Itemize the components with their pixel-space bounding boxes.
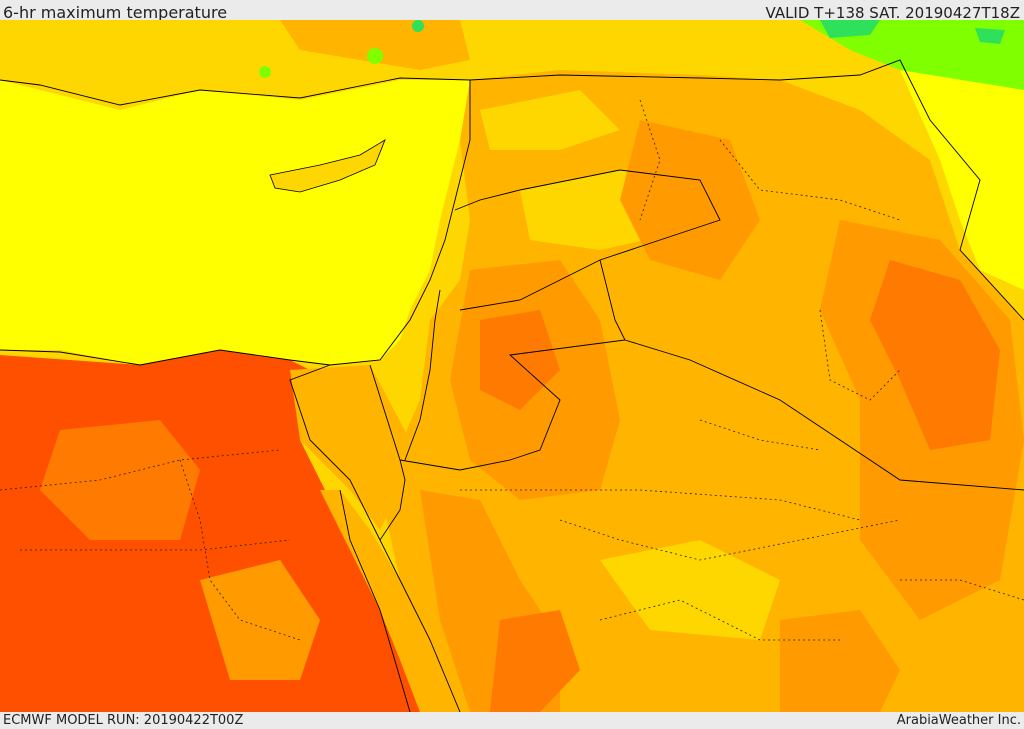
header-bar: 6-hr maximum temperature VALID T+138 SAT… — [0, 0, 1024, 22]
credit-label: ArabiaWeather Inc. — [896, 713, 1021, 728]
sinai-region — [290, 365, 410, 530]
map-title: 6-hr maximum temperature — [3, 3, 228, 22]
footer-bar: ECMWF MODEL RUN: 20190422T00Z ArabiaWeat… — [0, 712, 1024, 729]
green-spot — [412, 20, 424, 32]
province-boundaries — [0, 99, 1024, 641]
yellow-zone — [900, 70, 1024, 290]
orange-region — [620, 120, 760, 280]
valid-time: VALID T+138 SAT. 20190427T18Z — [765, 4, 1020, 22]
green-spot — [259, 66, 271, 78]
country-borders — [0, 59, 1024, 712]
orange-patch — [40, 420, 200, 540]
cyprus-island — [269, 139, 386, 193]
dark-orange-patch — [480, 310, 560, 410]
red-sea — [320, 490, 460, 712]
map-canvas — [0, 20, 1024, 712]
orange-region — [780, 610, 900, 712]
bright-green-patch — [975, 28, 1005, 44]
model-run-label: ECMWF MODEL RUN: 20190422T00Z — [3, 713, 244, 728]
green-spot — [367, 48, 383, 64]
turkey-band — [280, 20, 470, 70]
dark-orange-patch — [870, 260, 1000, 450]
temperature-map — [0, 20, 1024, 712]
orange-patch — [200, 560, 320, 680]
yellow-orange-patch — [600, 540, 780, 640]
dark-orange-patch — [490, 610, 580, 712]
bright-green-patch — [820, 20, 880, 38]
yellow-orange-patch — [480, 90, 620, 150]
